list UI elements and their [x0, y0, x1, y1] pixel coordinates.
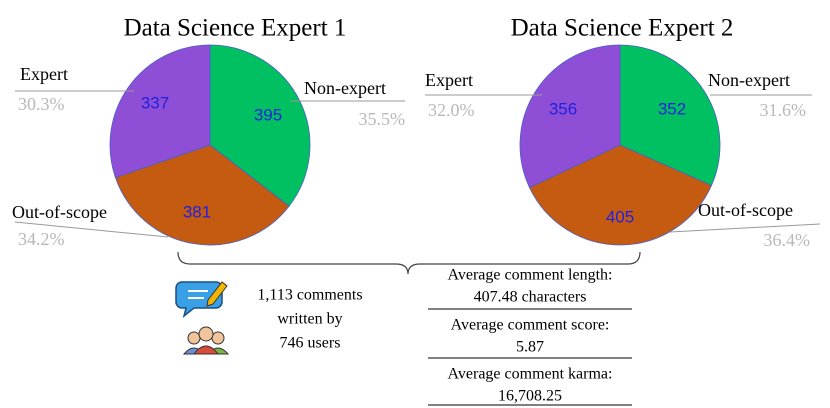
- data-label: 405: [606, 207, 634, 226]
- summary-text: 746 users: [280, 335, 341, 352]
- percentage-label: 34.2%: [18, 229, 65, 249]
- summary-text: written by: [277, 311, 342, 328]
- data-label: 356: [549, 99, 577, 118]
- data-label: 352: [658, 99, 686, 118]
- comment-icon: [175, 281, 228, 318]
- pie-slice: [528, 144, 712, 246]
- category-label: Out-of-scope: [698, 200, 793, 220]
- category-label: Expert: [425, 70, 473, 90]
- percentage-label: 32.0%: [428, 100, 475, 120]
- users-icon: [182, 326, 230, 355]
- leader-line: [669, 223, 821, 233]
- pie-slice: [619, 44, 721, 186]
- data-label: 337: [141, 93, 169, 112]
- category-label: Non-expert: [708, 70, 790, 90]
- percentage-label: 36.4%: [764, 230, 811, 250]
- pie-slice: [114, 144, 290, 246]
- stat-value: 407.48 characters: [474, 289, 587, 306]
- leader-line: [14, 221, 169, 238]
- percentage-label: 31.6%: [760, 100, 807, 120]
- stat-value: 16,708.25: [498, 388, 562, 405]
- stat-label: Average comment score:: [451, 317, 610, 334]
- brace: [177, 251, 641, 275]
- summary-text: 1,113 comments: [257, 287, 362, 304]
- pie-slice: [109, 44, 211, 179]
- percentage-label: 30.3%: [18, 94, 65, 114]
- stat-value: 5.87: [516, 339, 544, 356]
- data-label: 381: [183, 202, 211, 221]
- chart-title: Data Science Expert 1: [124, 15, 347, 42]
- category-label: Out-of-scope: [12, 202, 107, 222]
- stat-label: Average comment karma:: [448, 366, 613, 383]
- category-label: Non-expert: [304, 78, 386, 98]
- pie-slice: [519, 44, 621, 189]
- percentage-label: 35.5%: [359, 109, 406, 129]
- category-label: Expert: [20, 64, 68, 84]
- chart-title: Data Science Expert 2: [511, 15, 734, 42]
- data-label: 395: [254, 105, 282, 124]
- stat-label: Average comment length:: [448, 267, 613, 284]
